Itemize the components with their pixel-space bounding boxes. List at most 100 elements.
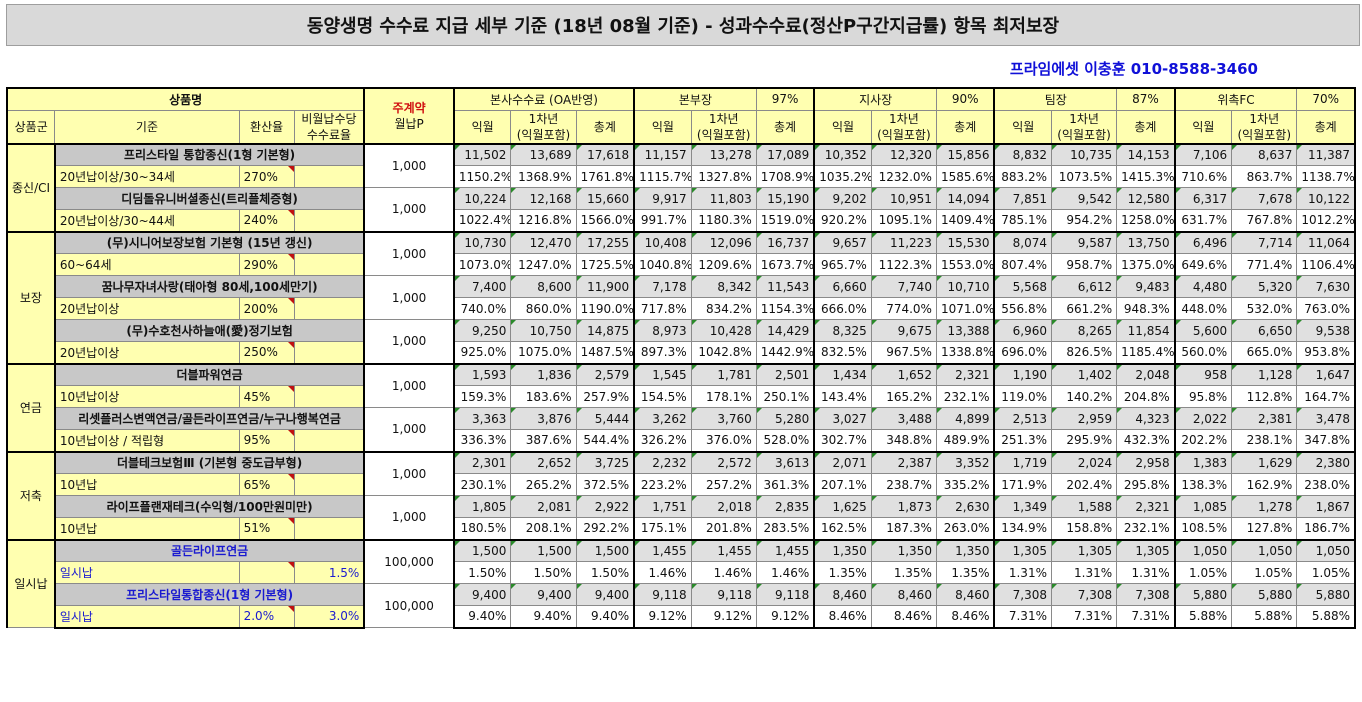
fee-amount: 9,587 <box>1050 230 1118 254</box>
fee-amount: 12,168 <box>510 187 577 210</box>
fee-rate: 897.3% <box>633 341 692 365</box>
fee-amount: 7,740 <box>870 275 937 298</box>
fee-rate: 143.4% <box>813 385 872 408</box>
product-rate-row: 20년납이상/30~44세 240% 1022.4% 1216.8% 1566.0% 99… <box>7 209 1357 233</box>
fee-rate: 5.88% <box>1231 605 1298 629</box>
fee-rate: 767.8% <box>1231 209 1298 233</box>
monthly-premium: 1,000 <box>363 319 455 364</box>
fee-amount: 1,350 <box>935 538 996 562</box>
fee-amount: 2,572 <box>690 450 757 474</box>
fee-rate: 1073.0% <box>453 253 512 276</box>
fee-amount: 8,342 <box>690 275 757 298</box>
fee-rate: 1.35% <box>870 561 937 584</box>
fee-amount: 8,600 <box>510 275 577 298</box>
fee-rate: 1.31% <box>1116 561 1176 584</box>
fee-amount: 9,483 <box>1116 275 1176 298</box>
fee-amount: 2,232 <box>633 450 692 474</box>
fee-rate: 1.50% <box>453 561 512 584</box>
monthly-premium: 1,000 <box>363 450 455 496</box>
fee-rate: 204.8% <box>1116 385 1176 408</box>
fee-rate: 1247.0% <box>510 253 577 276</box>
product-name: 꿈나무자녀사랑(태아형 80세,100세만기) <box>54 275 366 298</box>
fee-rate: 202.4% <box>1050 473 1118 496</box>
fee-amount: 15,660 <box>575 187 636 210</box>
fee-amount: 1,593 <box>453 362 512 386</box>
fee-amount: 10,951 <box>870 187 937 210</box>
non-monthly-rate <box>293 209 366 233</box>
non-monthly-rate: 3.0% <box>293 605 366 629</box>
fee-amount: 1,305 <box>1116 538 1176 562</box>
fee-amount: 958 <box>1174 362 1233 386</box>
conversion-rate: 240% <box>238 209 295 233</box>
fee-rate: 666.0% <box>813 297 872 320</box>
fee-amount: 1,050 <box>1296 538 1357 562</box>
fee-rate: 954.2% <box>1050 209 1118 233</box>
fee-amount: 12,096 <box>690 230 757 254</box>
conversion-rate: 250% <box>238 341 295 365</box>
fee-rate: 834.2% <box>690 297 757 320</box>
non-monthly-rate: 1.5% <box>293 561 366 584</box>
fee-amount: 15,190 <box>755 187 816 210</box>
fee-rate: 774.0% <box>870 297 937 320</box>
fee-amount: 10,730 <box>453 230 512 254</box>
fee-amount: 1,455 <box>755 538 816 562</box>
fee-amount: 7,714 <box>1231 230 1298 254</box>
product-name: 라이프플랜재테크(수익형/100만원미만) <box>54 495 366 518</box>
fee-rate: 7.31% <box>1116 605 1176 629</box>
fee-amount: 14,429 <box>755 319 816 342</box>
product-group-label: 일시납 <box>6 538 56 628</box>
fee-amount: 6,317 <box>1174 187 1233 210</box>
fee-rate: 326.2% <box>633 429 692 453</box>
fee-amount: 11,803 <box>690 187 757 210</box>
fee-rate: 1375.0% <box>1116 253 1176 276</box>
header-main-contract: 주계약 월납P <box>363 87 455 144</box>
fee-rate: 740.0% <box>453 297 512 320</box>
fee-amount: 13,278 <box>690 142 757 166</box>
fee-rate: 1012.2% <box>1296 209 1357 233</box>
fee-amount: 2,958 <box>1116 450 1176 474</box>
fee-amount: 3,363 <box>453 407 512 430</box>
fee-rate: 134.9% <box>993 517 1052 541</box>
fee-amount: 8,973 <box>633 319 692 342</box>
fee-rate: 295.9% <box>1050 429 1118 453</box>
fee-rate: 112.8% <box>1231 385 1298 408</box>
product-row: 저축 더블테크보험Ⅲ (기본형 중도급부형) 1,000 2,301 2,652 3,72… <box>6 450 1357 540</box>
fee-amount: 7,178 <box>633 275 692 298</box>
fee-rate: 920.2% <box>813 209 872 233</box>
monthly-premium: 1,000 <box>363 495 455 540</box>
fee-amount: 4,323 <box>1116 407 1176 430</box>
fee-amount: 15,856 <box>935 142 996 166</box>
fee-amount: 1,500 <box>575 538 636 562</box>
fee-rate: 1.31% <box>993 561 1052 584</box>
product-row: 프리스타일통합종신(1형 기본형) 100,000 9,400 9,400 9,400 9… <box>7 583 1357 628</box>
fee-rate: 165.2% <box>870 385 937 408</box>
fee-rate: 1327.8% <box>690 165 757 188</box>
fee-amount: 13,689 <box>510 142 577 166</box>
fee-amount: 1,867 <box>1296 495 1357 518</box>
product-group-label: 종신/CI <box>6 142 56 232</box>
product-row: (무)수호천사하늘애(愛)정기보험 1,000 9,250 10,750 14,875 8… <box>7 319 1357 364</box>
non-monthly-rate <box>293 253 366 276</box>
product-rate-row: 10년납 65% 230.1% 265.2% 372.5% 223.2% 257.2% 361… <box>7 473 1357 496</box>
fee-rate: 1209.6% <box>690 253 757 276</box>
fee-rate: 232.1% <box>935 385 996 408</box>
criteria: 20년납이상 <box>54 297 240 320</box>
fee-amount: 1,719 <box>993 450 1052 474</box>
fee-amount: 5,280 <box>755 407 816 430</box>
fee-rate: 108.5% <box>1174 517 1233 541</box>
fee-amount: 2,501 <box>755 362 816 386</box>
fee-amount: 2,071 <box>813 450 872 474</box>
fee-amount: 1,629 <box>1231 450 1298 474</box>
header-total-4: 총계 <box>1296 109 1357 144</box>
fee-rate: 489.9% <box>935 429 996 453</box>
product-group-label: 저축 <box>6 450 56 540</box>
fee-amount: 1,350 <box>870 538 937 562</box>
fee-amount: 1,455 <box>690 538 757 562</box>
header-total-2: 총계 <box>935 109 996 144</box>
fee-amount: 17,618 <box>575 142 636 166</box>
fee-rate: 826.5% <box>1050 341 1118 365</box>
fee-amount: 6,660 <box>813 275 872 298</box>
fee-amount: 2,301 <box>453 450 512 474</box>
fee-rate: 7.31% <box>993 605 1052 629</box>
header-total-0: 총계 <box>575 109 636 144</box>
